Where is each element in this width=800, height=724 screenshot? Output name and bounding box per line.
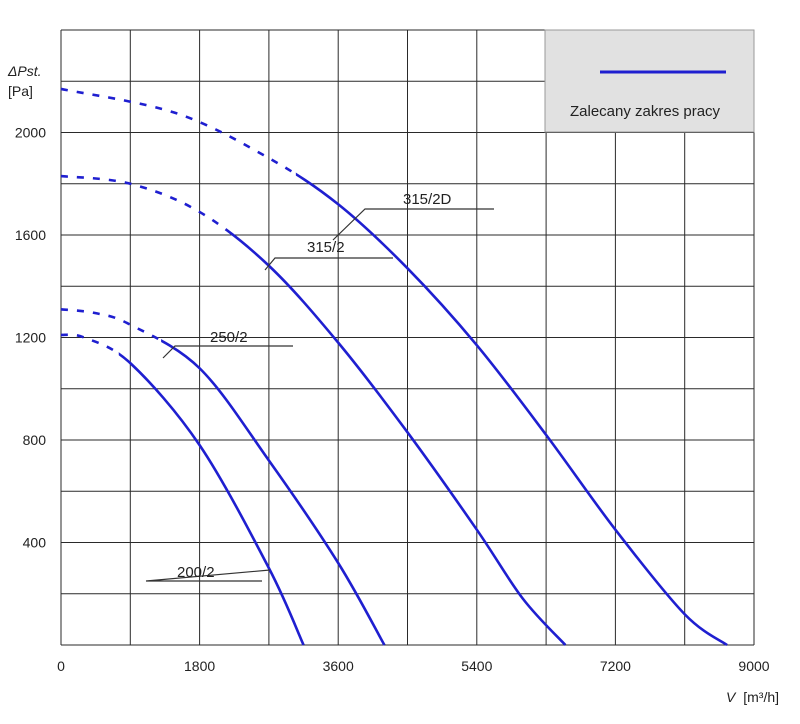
y-tick-label: 400 bbox=[23, 535, 47, 551]
x-axis-label: V [m³/h] bbox=[726, 689, 779, 705]
x-tick-label: 0 bbox=[57, 658, 65, 674]
curve-label-200-2: 200/2 bbox=[177, 564, 215, 581]
axis-titles: ΔPst. [Pa] V [m³/h] bbox=[7, 63, 779, 705]
legend-box bbox=[544, 29, 755, 133]
y-tick-label: 1600 bbox=[15, 227, 46, 243]
y-tick-label: 2000 bbox=[15, 125, 46, 141]
curve-label-250-2: 250/2 bbox=[210, 329, 248, 346]
y-axis-label-symbol: ΔPst. bbox=[7, 63, 42, 79]
curves bbox=[60, 87, 728, 647]
curve-label-315-2d: 315/2D bbox=[403, 191, 452, 208]
curve-label-leader-315-2d bbox=[332, 208, 494, 241]
y-tick-label: 800 bbox=[23, 432, 47, 448]
y-tick-label: 1200 bbox=[15, 330, 46, 346]
curve-label-leader-250-2 bbox=[162, 345, 293, 359]
x-tick-label: 3600 bbox=[323, 658, 354, 674]
series-250-2-line bbox=[161, 339, 386, 646]
x-tick-label: 7200 bbox=[600, 658, 631, 674]
series-315-2d-dashed-line bbox=[60, 87, 296, 176]
x-tick-label: 5400 bbox=[461, 658, 492, 674]
x-tick-label: 9000 bbox=[738, 658, 769, 674]
curve-label-leader-200-2 bbox=[145, 569, 271, 582]
axis-ticks: 0 1800 3600 5400 7200 9000 400 800 1200 1600 2000 bbox=[15, 125, 770, 675]
x-axis-label-symbol: V bbox=[726, 689, 737, 705]
x-tick-label: 1800 bbox=[184, 658, 215, 674]
series-315-2-line bbox=[226, 228, 567, 646]
series-315-2d-line bbox=[295, 172, 728, 647]
series-200-2-line bbox=[118, 352, 305, 646]
legend: Zalecany zakres pracy bbox=[544, 29, 755, 133]
x-axis-unit: [m³/h] bbox=[743, 689, 779, 705]
y-axis-label: ΔPst. bbox=[7, 63, 42, 79]
y-axis-unit: [Pa] bbox=[8, 83, 33, 99]
curve-labels: 315/2D 315/2 250/2 200/2 bbox=[145, 191, 494, 582]
curve-label-315-2: 315/2 bbox=[307, 239, 345, 256]
legend-label: Zalecany zakres pracy bbox=[570, 103, 721, 120]
series-315-2-dashed-line bbox=[60, 174, 227, 232]
series-250-2-dashed-line bbox=[60, 308, 162, 342]
curve-label-leader-315-2 bbox=[264, 257, 393, 271]
